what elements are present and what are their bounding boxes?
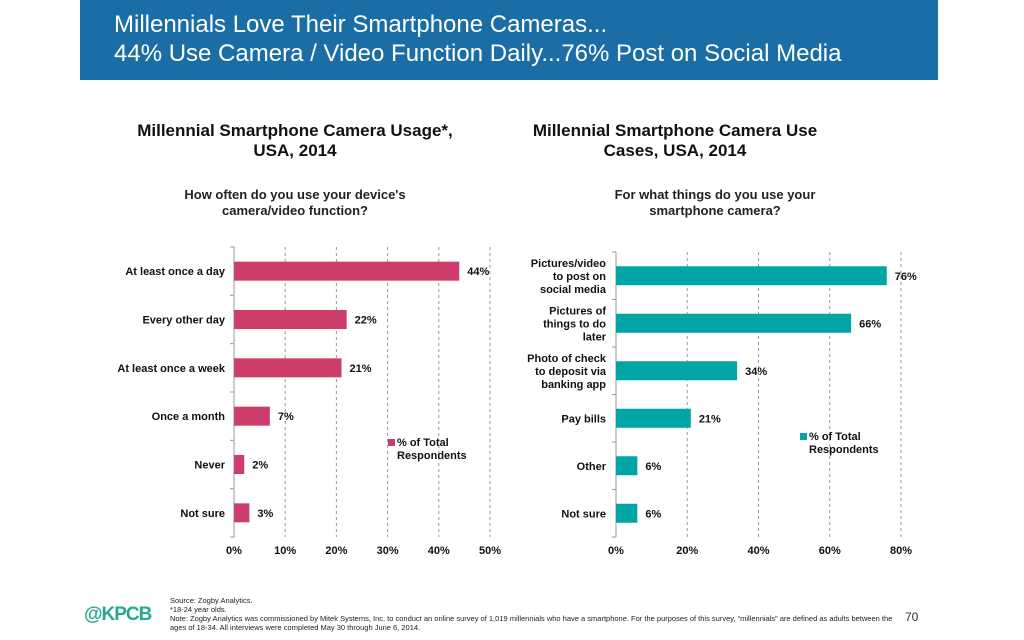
bar <box>616 408 691 428</box>
x-tick-label: 0% <box>226 545 242 557</box>
category-label: Pay bills <box>561 413 606 425</box>
bar <box>234 406 270 426</box>
legend-label: % of Total Respondents <box>809 431 879 456</box>
x-tick-label: 20% <box>325 545 347 557</box>
x-tick-label: 0% <box>608 545 624 557</box>
category-label: Photo of check to deposit via banking app <box>527 353 607 391</box>
survey-note: Note: Zogby Analytics was commissioned b… <box>170 614 893 632</box>
x-tick-label: 20% <box>676 545 698 557</box>
x-tick-label: 40% <box>747 545 769 557</box>
kpcb-logo: @KPCB <box>84 604 152 625</box>
bar <box>616 266 887 286</box>
bar <box>234 358 342 378</box>
category-label: Other <box>577 461 607 473</box>
data-label: 21% <box>350 363 372 375</box>
category-label: Not sure <box>561 508 606 520</box>
data-label: 76% <box>895 271 917 283</box>
footer-notes: Source: Zogby Analytics. *18-24 year old… <box>170 596 910 632</box>
headline-1: Millennials Love Their Smartphone Camera… <box>114 11 608 38</box>
category-label: At least once a week <box>117 363 225 375</box>
legend-swatch <box>800 433 807 440</box>
category-label: Once a month <box>152 411 226 423</box>
x-tick-label: 10% <box>274 545 296 557</box>
right-chart-title: Millennial Smartphone Camera Use Cases, … <box>532 121 818 160</box>
right-chart-subtitle: For what things do you use your smartpho… <box>614 187 816 218</box>
x-tick-label: 50% <box>479 545 501 557</box>
left-chart-title: Millennial Smartphone Camera Usage*, USA… <box>137 121 453 160</box>
bar <box>234 310 347 329</box>
data-label: 6% <box>645 461 661 473</box>
data-label: 3% <box>257 508 273 520</box>
category-label: Pictures of things to do later <box>543 305 607 343</box>
headline-2: 44% Use Camera / Video Function Daily...… <box>114 40 842 67</box>
data-label: 6% <box>645 508 661 520</box>
data-label: 7% <box>278 411 294 423</box>
data-label: 44% <box>467 266 489 278</box>
category-label: Pictures/video to post on social media <box>531 258 607 296</box>
bar <box>616 503 638 523</box>
data-label: 2% <box>252 460 268 472</box>
bar <box>616 361 738 381</box>
category-label: Not sure <box>180 508 225 520</box>
title-banner: Millennials Love Their Smartphone Camera… <box>80 0 938 80</box>
category-label: Every other day <box>142 315 225 327</box>
x-tick-label: 60% <box>819 545 841 557</box>
x-tick-label: 80% <box>890 545 912 557</box>
bar <box>234 503 250 523</box>
page-number: 70 <box>905 610 919 624</box>
bar <box>234 455 245 474</box>
source-note: Source: Zogby Analytics. <box>170 596 253 605</box>
footnote: *18-24 year olds. <box>170 605 227 614</box>
category-label: At least once a day <box>125 266 226 278</box>
legend-label: % of Total Respondents <box>397 437 467 462</box>
bar <box>234 261 460 281</box>
bar <box>616 313 852 333</box>
data-label: 34% <box>745 366 767 378</box>
x-tick-label: 30% <box>377 545 399 557</box>
left-chart-subtitle: How often do you use your device's camer… <box>184 187 406 218</box>
data-label: 22% <box>355 315 377 327</box>
legend-swatch <box>388 439 395 446</box>
x-tick-label: 40% <box>428 545 450 557</box>
category-label: Never <box>194 460 225 472</box>
data-label: 66% <box>859 318 881 330</box>
data-label: 21% <box>699 413 721 425</box>
bar <box>616 456 638 476</box>
